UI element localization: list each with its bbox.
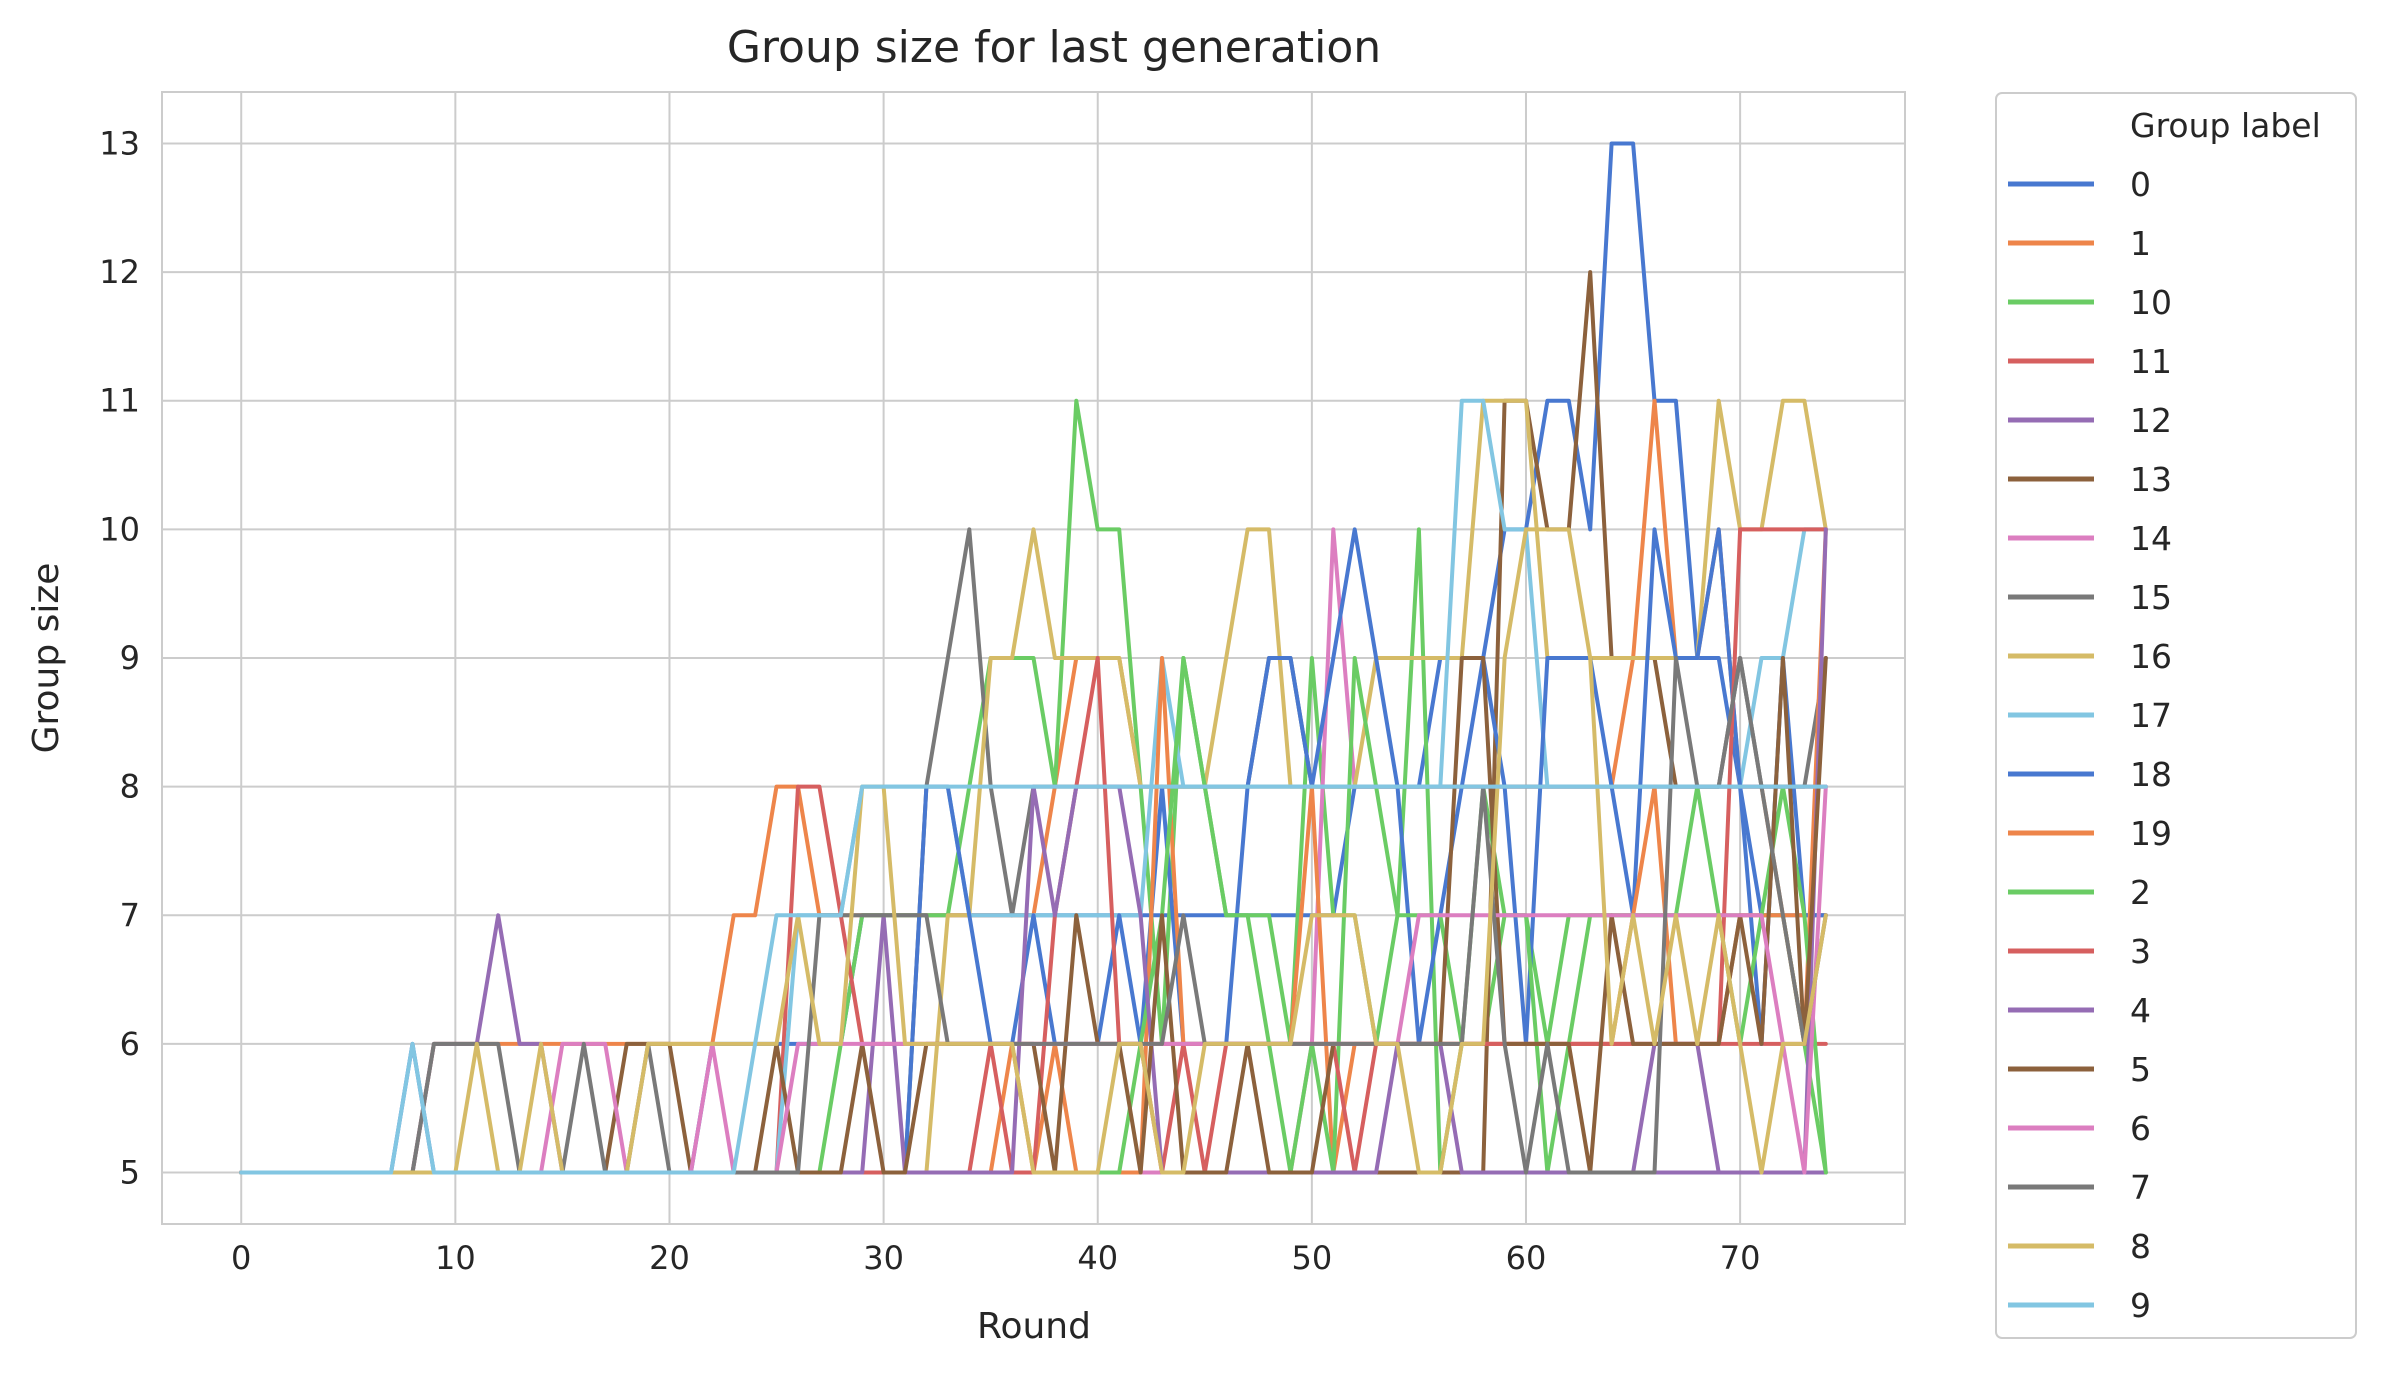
x-axis-ticks: 0 10 20 30 40 50 60 70 [231, 1239, 1760, 1277]
y-tick-label: 5 [120, 1154, 140, 1192]
series-line-8 [239, 527, 1828, 1175]
legend-items: 0 1 10 11 12 13 14 15 16 17 18 19 2 3 4 5 6 7 8 9 [2008, 165, 2172, 1325]
x-tick-label: 50 [1292, 1239, 1333, 1277]
legend-label-5: 5 [2130, 1050, 2151, 1089]
legend-label-12: 12 [2130, 401, 2172, 440]
legend-label-10: 10 [2130, 283, 2172, 322]
y-axis-label: Group size [26, 563, 67, 754]
series-line-18 [239, 527, 1828, 1175]
legend-label-15: 15 [2130, 578, 2172, 617]
x-tick-label: 0 [231, 1239, 251, 1277]
series-line-9 [239, 784, 1828, 1175]
legend-label-0: 0 [2130, 165, 2151, 204]
series-line-6 [239, 784, 1828, 1175]
y-tick-label: 7 [120, 896, 140, 934]
series-line-19 [239, 527, 1828, 1175]
y-axis-ticks: 5 6 7 8 9 10 11 12 13 [99, 124, 140, 1191]
legend-label-4: 4 [2130, 991, 2151, 1030]
legend-label-19: 19 [2130, 814, 2172, 853]
legend-label-3: 3 [2130, 932, 2151, 971]
series-line-14 [239, 527, 1828, 1175]
legend-label-9: 9 [2130, 1286, 2151, 1325]
y-tick-label: 11 [99, 382, 140, 420]
series-line-7 [239, 656, 1828, 1175]
chart-title: Group size for last generation [727, 22, 1381, 73]
legend-label-16: 16 [2130, 637, 2172, 676]
y-tick-label: 9 [120, 639, 140, 677]
legend-title: Group label [2130, 106, 2321, 145]
legend-label-14: 14 [2130, 519, 2172, 558]
y-tick-label: 8 [120, 768, 140, 806]
x-tick-label: 60 [1506, 1239, 1547, 1277]
y-tick-label: 6 [120, 1025, 140, 1063]
series-line-4 [239, 527, 1828, 1175]
y-tick-label: 10 [99, 510, 140, 548]
x-tick-label: 10 [435, 1239, 476, 1277]
legend-label-13: 13 [2130, 460, 2172, 499]
legend-label-8: 8 [2130, 1227, 2151, 1266]
plot-frame [161, 91, 1906, 1225]
series-line-15 [239, 527, 1828, 1175]
legend-label-7: 7 [2130, 1168, 2151, 1207]
series-line-3 [239, 527, 1828, 1175]
legend-box [1995, 92, 2357, 1339]
legend-label-1: 1 [2130, 224, 2151, 263]
x-tick-label: 70 [1720, 1239, 1761, 1277]
legend-label-11: 11 [2130, 342, 2172, 381]
legend-label-17: 17 [2130, 696, 2172, 735]
legend-label-18: 18 [2130, 755, 2172, 794]
x-axis-label: Round [977, 1306, 1091, 1347]
x-tick-label: 30 [863, 1239, 904, 1277]
legend-label-2: 2 [2130, 873, 2151, 912]
series-line-11 [239, 784, 1828, 1175]
series-lines [239, 141, 1828, 1175]
y-tick-label: 12 [99, 253, 140, 291]
y-tick-label: 13 [99, 124, 140, 162]
x-tick-label: 20 [649, 1239, 690, 1277]
x-tick-label: 40 [1077, 1239, 1118, 1277]
legend-label-6: 6 [2130, 1109, 2151, 1148]
legend: Group label 0 1 10 11 12 13 14 15 16 17 18 19 2 3 4 5 6 7… [1995, 92, 2357, 1339]
